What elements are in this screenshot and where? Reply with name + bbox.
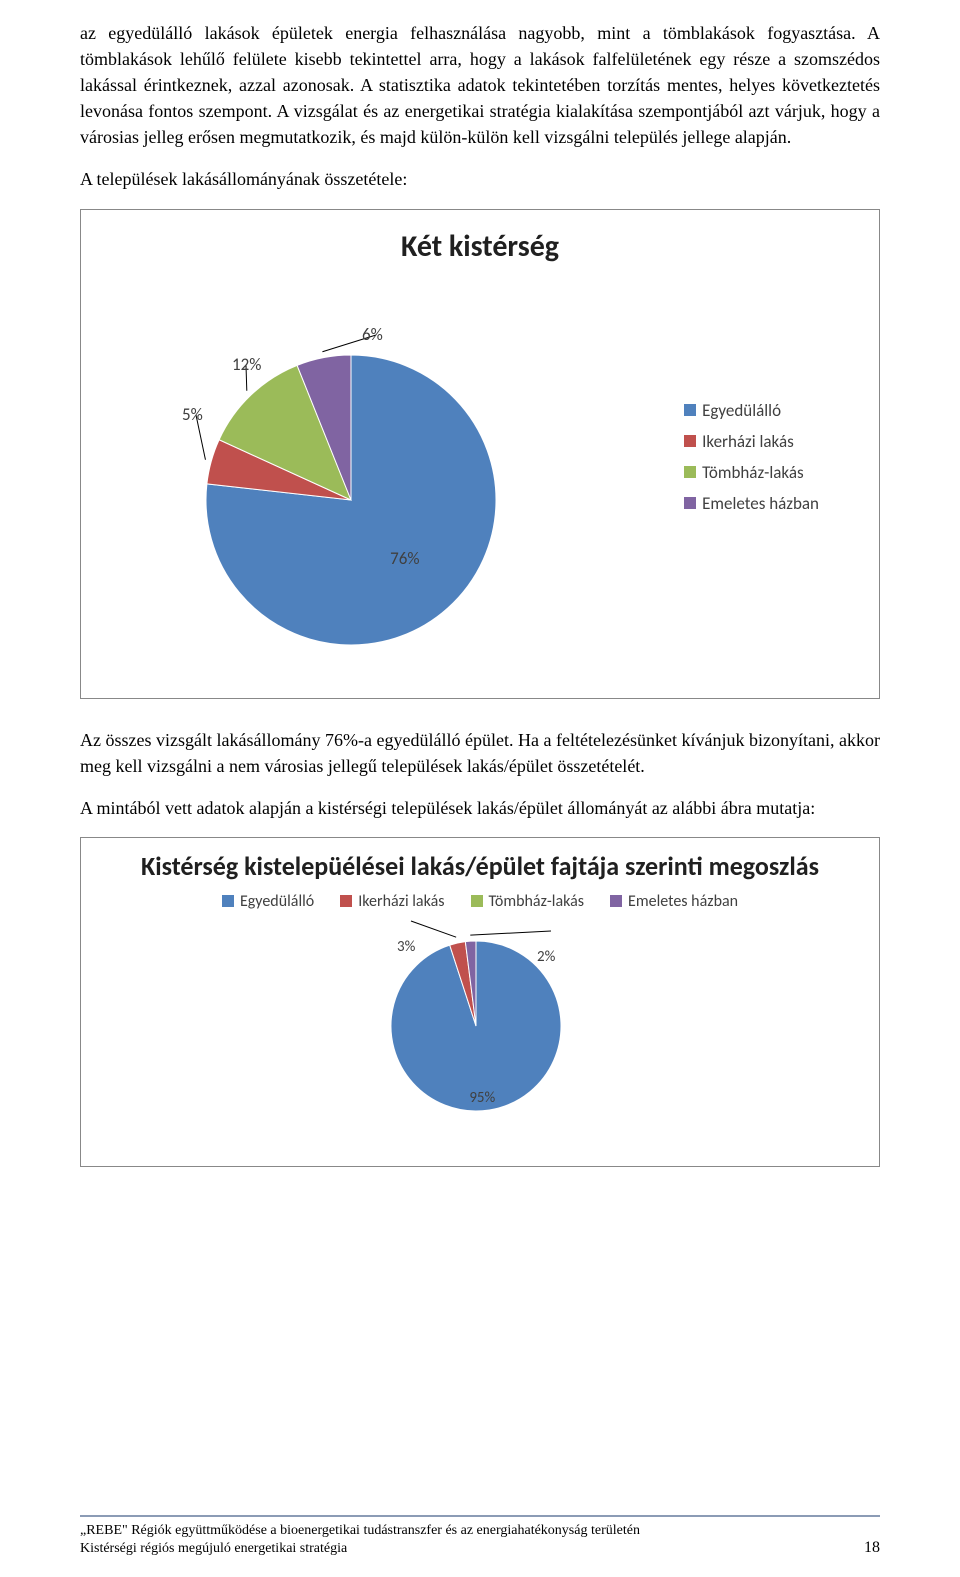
legend-label: Tömbház-lakás	[702, 462, 804, 483]
legend-label: Emeletes házban	[628, 892, 738, 911]
legend-label: Egyedülálló	[702, 400, 781, 421]
legend-item: Emeletes házban	[610, 892, 738, 911]
legend-label: Tömbház-lakás	[489, 892, 585, 911]
pie-pct-label: 76%	[390, 548, 419, 569]
chart-1-legend: Egyedülálló Ikerházi lakás Tömbház-lakás Em…	[684, 400, 819, 524]
legend-label: Egyedülálló	[240, 892, 314, 911]
legend-swatch	[222, 895, 234, 907]
pie-pct-label: 95%	[469, 1089, 495, 1107]
legend-swatch	[684, 435, 696, 447]
paragraph-3: Az összes vizsgált lakásállomány 76%-a e…	[80, 727, 880, 779]
paragraph-4: A mintából vett adatok alapján a kistérs…	[80, 795, 880, 821]
legend-item: Ikerházi lakás	[340, 892, 444, 911]
legend-item: Egyedülálló	[684, 400, 819, 421]
pie-pct-label: 5%	[182, 404, 203, 425]
pie-pct-label: 12%	[232, 354, 261, 375]
legend-item: Ikerházi lakás	[684, 431, 819, 452]
chart-2-title: Kistérség kistelepüélései lakás/épület f…	[81, 852, 879, 882]
footer-line-1: „REBE" Régiók együttműködése a bioenerge…	[80, 1523, 880, 1539]
page-footer: „REBE" Régiók együttműködése a bioenerge…	[80, 1515, 880, 1557]
paragraph-1: az egyedülálló lakások épületek energia …	[80, 20, 880, 150]
chart-2-legend: Egyedülálló Ikerházi lakás Tömbház-lakás Em…	[81, 892, 879, 911]
chart-1-title: Két kistérség	[81, 228, 879, 265]
legend-swatch	[340, 895, 352, 907]
legend-swatch	[471, 895, 483, 907]
legend-item: Tömbház-lakás	[684, 462, 819, 483]
pie-pct-label: 2%	[537, 948, 555, 966]
chart-1-frame: Két kistérség Egyedülálló Ikerházi lakás T…	[80, 209, 880, 699]
pie-pct-label: 3%	[397, 938, 415, 956]
legend-swatch	[684, 404, 696, 416]
paragraph-2: A települések lakásállományának összetét…	[80, 166, 880, 192]
legend-label: Ikerházi lakás	[702, 431, 794, 452]
legend-label: Ikerházi lakás	[358, 892, 444, 911]
chart-2-frame: Kistérség kistelepüélései lakás/épület f…	[80, 837, 880, 1167]
legend-item: Egyedülálló	[222, 892, 314, 911]
legend-swatch	[610, 895, 622, 907]
page-number: 18	[864, 1539, 880, 1557]
legend-swatch	[684, 497, 696, 509]
footer-rule	[80, 1515, 880, 1517]
legend-swatch	[684, 466, 696, 478]
footer-line-2: Kistérségi régiós megújuló energetikai s…	[80, 1541, 347, 1557]
legend-item: Tömbház-lakás	[471, 892, 585, 911]
legend-label: Emeletes házban	[702, 493, 819, 514]
pie-pct-label: 6%	[362, 324, 383, 345]
legend-item: Emeletes házban	[684, 493, 819, 514]
